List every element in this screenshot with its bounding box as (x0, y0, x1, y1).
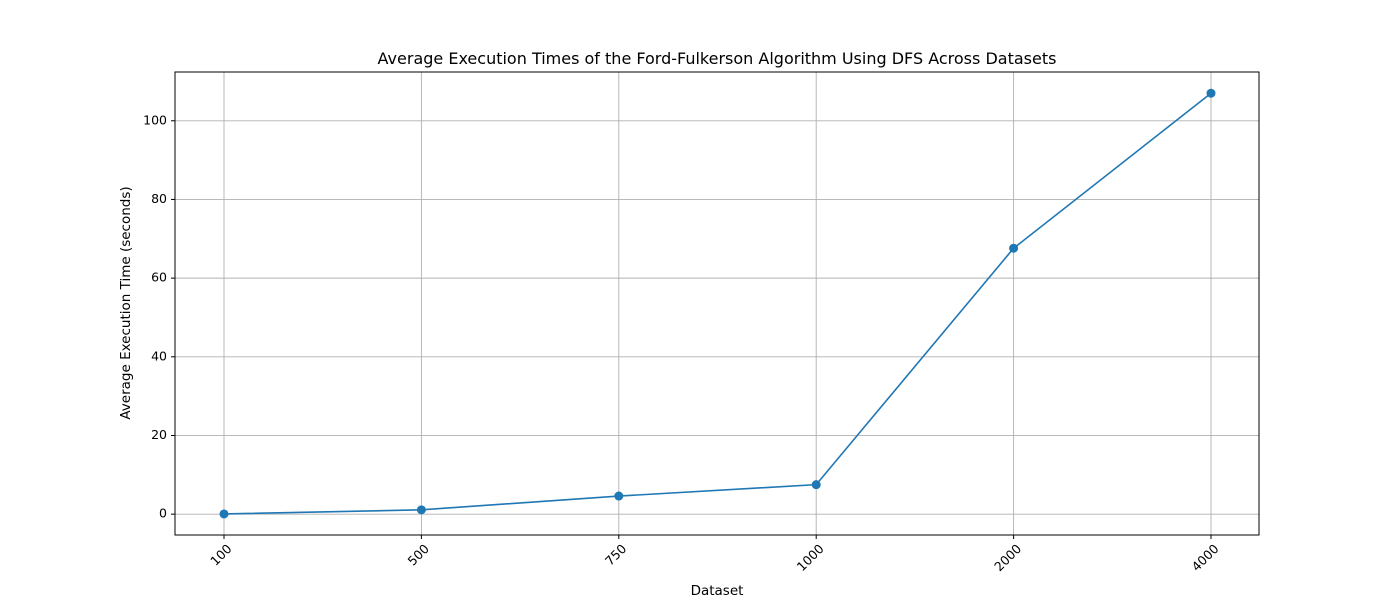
y-tick-label: 20 (151, 427, 167, 442)
y-tick-label: 80 (151, 191, 167, 206)
y-axis-label: Average Execution Time (seconds) (118, 186, 134, 419)
y-tick-label: 100 (143, 112, 167, 127)
x-tick-label: 750 (602, 541, 630, 569)
series-line (223, 92, 1212, 515)
plot-frame (174, 71, 1260, 536)
x-tick-label: 1000 (794, 541, 827, 574)
data-point (1206, 88, 1216, 98)
y-tick-label: 0 (159, 506, 167, 521)
data-point (416, 505, 426, 515)
axis-ticks: 100 500 750 1000 2000 4000 0 20 40 60 80 100 (143, 112, 1221, 574)
chart-title: Average Execution Times of the Ford-Fulk… (378, 49, 1057, 68)
data-series (219, 88, 1216, 519)
x-tick-label: 100 (207, 541, 235, 569)
data-point (614, 491, 624, 501)
x-tick-label: 4000 (1188, 541, 1221, 574)
x-tick-label: 500 (405, 541, 433, 569)
data-point (811, 480, 821, 490)
data-point (1009, 243, 1019, 253)
x-tick-label: 2000 (991, 541, 1024, 574)
y-tick-label: 60 (151, 270, 167, 285)
grid (175, 72, 1259, 535)
x-axis-label: Dataset (691, 583, 744, 599)
data-point (219, 509, 229, 519)
y-tick-label: 40 (151, 348, 167, 363)
